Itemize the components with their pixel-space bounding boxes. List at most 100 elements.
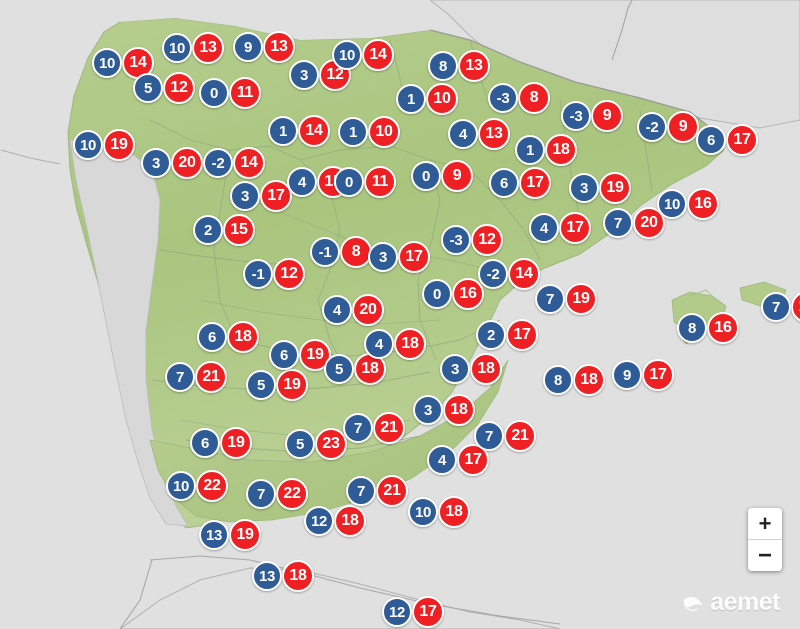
- min-temperature-marker[interactable]: 7: [343, 413, 373, 443]
- min-temperature-marker[interactable]: -3: [488, 83, 518, 113]
- max-temperature-marker[interactable]: 13: [192, 32, 224, 64]
- min-temperature-marker[interactable]: 3: [141, 148, 171, 178]
- max-temperature-marker[interactable]: 19: [103, 129, 135, 161]
- min-temperature-marker[interactable]: 4: [448, 119, 478, 149]
- min-temperature-marker[interactable]: 7: [346, 476, 376, 506]
- min-temperature-marker[interactable]: 1: [396, 84, 426, 114]
- max-temperature-marker[interactable]: 12: [471, 224, 503, 256]
- max-temperature-marker[interactable]: 13: [478, 118, 510, 150]
- min-temperature-marker[interactable]: -3: [561, 101, 591, 131]
- min-temperature-marker[interactable]: 5: [285, 429, 315, 459]
- zoom-control[interactable]: + −: [748, 508, 782, 571]
- max-temperature-marker[interactable]: 19: [276, 369, 308, 401]
- max-temperature-marker[interactable]: 17: [412, 596, 444, 628]
- max-temperature-marker[interactable]: 18: [227, 321, 259, 353]
- max-temperature-marker[interactable]: 22: [276, 478, 308, 510]
- min-temperature-marker[interactable]: 0: [334, 167, 364, 197]
- max-temperature-marker[interactable]: 18: [470, 353, 502, 385]
- min-temperature-marker[interactable]: 0: [422, 279, 452, 309]
- max-temperature-marker[interactable]: 10: [368, 116, 400, 148]
- min-temperature-marker[interactable]: 7: [761, 292, 791, 322]
- max-temperature-marker[interactable]: 20: [171, 147, 203, 179]
- max-temperature-marker[interactable]: 15: [223, 214, 255, 246]
- min-temperature-marker[interactable]: 10: [657, 189, 687, 219]
- min-temperature-marker[interactable]: 1: [268, 116, 298, 146]
- min-temperature-marker[interactable]: 10: [73, 130, 103, 160]
- max-temperature-marker[interactable]: 19: [220, 427, 252, 459]
- min-temperature-marker[interactable]: 7: [474, 421, 504, 451]
- min-temperature-marker[interactable]: 3: [289, 60, 319, 90]
- min-temperature-marker[interactable]: 1: [515, 135, 545, 165]
- max-temperature-marker[interactable]: 19: [565, 283, 597, 315]
- max-temperature-marker[interactable]: 21: [504, 420, 536, 452]
- min-temperature-marker[interactable]: 9: [233, 32, 263, 62]
- min-temperature-marker[interactable]: 3: [440, 354, 470, 384]
- min-temperature-marker[interactable]: 2: [193, 215, 223, 245]
- max-temperature-marker[interactable]: 17: [260, 180, 292, 212]
- min-temperature-marker[interactable]: 2: [476, 320, 506, 350]
- max-temperature-marker[interactable]: 17: [519, 167, 551, 199]
- max-temperature-marker[interactable]: 8: [518, 82, 550, 114]
- max-temperature-marker[interactable]: 18: [443, 394, 475, 426]
- max-temperature-marker[interactable]: 18: [334, 505, 366, 537]
- min-temperature-marker[interactable]: 12: [304, 506, 334, 536]
- max-temperature-marker[interactable]: 18: [573, 364, 605, 396]
- min-temperature-marker[interactable]: 6: [190, 428, 220, 458]
- max-temperature-marker[interactable]: 16: [452, 278, 484, 310]
- max-temperature-marker[interactable]: 19: [229, 519, 261, 551]
- min-temperature-marker[interactable]: 0: [411, 161, 441, 191]
- min-temperature-marker[interactable]: 9: [612, 360, 642, 390]
- min-temperature-marker[interactable]: 10: [92, 48, 122, 78]
- max-temperature-marker[interactable]: 23: [315, 428, 347, 460]
- max-temperature-marker[interactable]: 22: [196, 470, 228, 502]
- max-temperature-marker[interactable]: 13: [263, 31, 295, 63]
- zoom-out-button[interactable]: −: [748, 539, 782, 571]
- min-temperature-marker[interactable]: 3: [413, 395, 443, 425]
- max-temperature-marker[interactable]: 17: [506, 319, 538, 351]
- max-temperature-marker[interactable]: 12: [163, 72, 195, 104]
- min-temperature-marker[interactable]: 3: [368, 242, 398, 272]
- min-temperature-marker[interactable]: -2: [478, 259, 508, 289]
- min-temperature-marker[interactable]: 7: [165, 362, 195, 392]
- min-temperature-marker[interactable]: 3: [230, 181, 260, 211]
- max-temperature-marker[interactable]: 18: [438, 496, 470, 528]
- max-temperature-marker[interactable]: 17: [559, 212, 591, 244]
- min-temperature-marker[interactable]: 5: [324, 354, 354, 384]
- max-temperature-marker[interactable]: 10: [426, 83, 458, 115]
- min-temperature-marker[interactable]: 7: [535, 284, 565, 314]
- max-temperature-marker[interactable]: 16: [687, 188, 719, 220]
- min-temperature-marker[interactable]: 8: [543, 365, 573, 395]
- min-temperature-marker[interactable]: 5: [246, 370, 276, 400]
- min-temperature-marker[interactable]: 4: [287, 167, 317, 197]
- min-temperature-marker[interactable]: -2: [203, 148, 233, 178]
- min-temperature-marker[interactable]: 4: [322, 295, 352, 325]
- max-temperature-marker[interactable]: 9: [667, 111, 699, 143]
- min-temperature-marker[interactable]: 0: [199, 78, 229, 108]
- min-temperature-marker[interactable]: 4: [364, 329, 394, 359]
- max-temperature-marker[interactable]: 9: [441, 160, 473, 192]
- max-temperature-marker[interactable]: 14: [362, 39, 394, 71]
- min-temperature-marker[interactable]: 12: [382, 597, 412, 627]
- min-temperature-marker[interactable]: -1: [243, 259, 273, 289]
- max-temperature-marker[interactable]: 21: [195, 361, 227, 393]
- min-temperature-marker[interactable]: 4: [529, 213, 559, 243]
- min-temperature-marker[interactable]: 7: [246, 479, 276, 509]
- min-temperature-marker[interactable]: 10: [162, 33, 192, 63]
- min-temperature-marker[interactable]: -3: [441, 225, 471, 255]
- min-temperature-marker[interactable]: 8: [677, 313, 707, 343]
- max-temperature-marker[interactable]: 21: [373, 412, 405, 444]
- zoom-in-button[interactable]: +: [748, 508, 782, 539]
- min-temperature-marker[interactable]: 10: [332, 40, 362, 70]
- min-temperature-marker[interactable]: 7: [603, 208, 633, 238]
- max-temperature-marker[interactable]: 17: [398, 241, 430, 273]
- max-temperature-marker[interactable]: 17: [642, 359, 674, 391]
- max-temperature-marker[interactable]: 19: [599, 172, 631, 204]
- max-temperature-marker[interactable]: 11: [229, 77, 261, 109]
- max-temperature-marker[interactable]: 14: [508, 258, 540, 290]
- min-temperature-marker[interactable]: 8: [428, 51, 458, 81]
- min-temperature-marker[interactable]: 4: [427, 445, 457, 475]
- max-temperature-marker[interactable]: 18: [282, 560, 314, 592]
- min-temperature-marker[interactable]: -2: [637, 112, 667, 142]
- max-temperature-marker[interactable]: 14: [298, 115, 330, 147]
